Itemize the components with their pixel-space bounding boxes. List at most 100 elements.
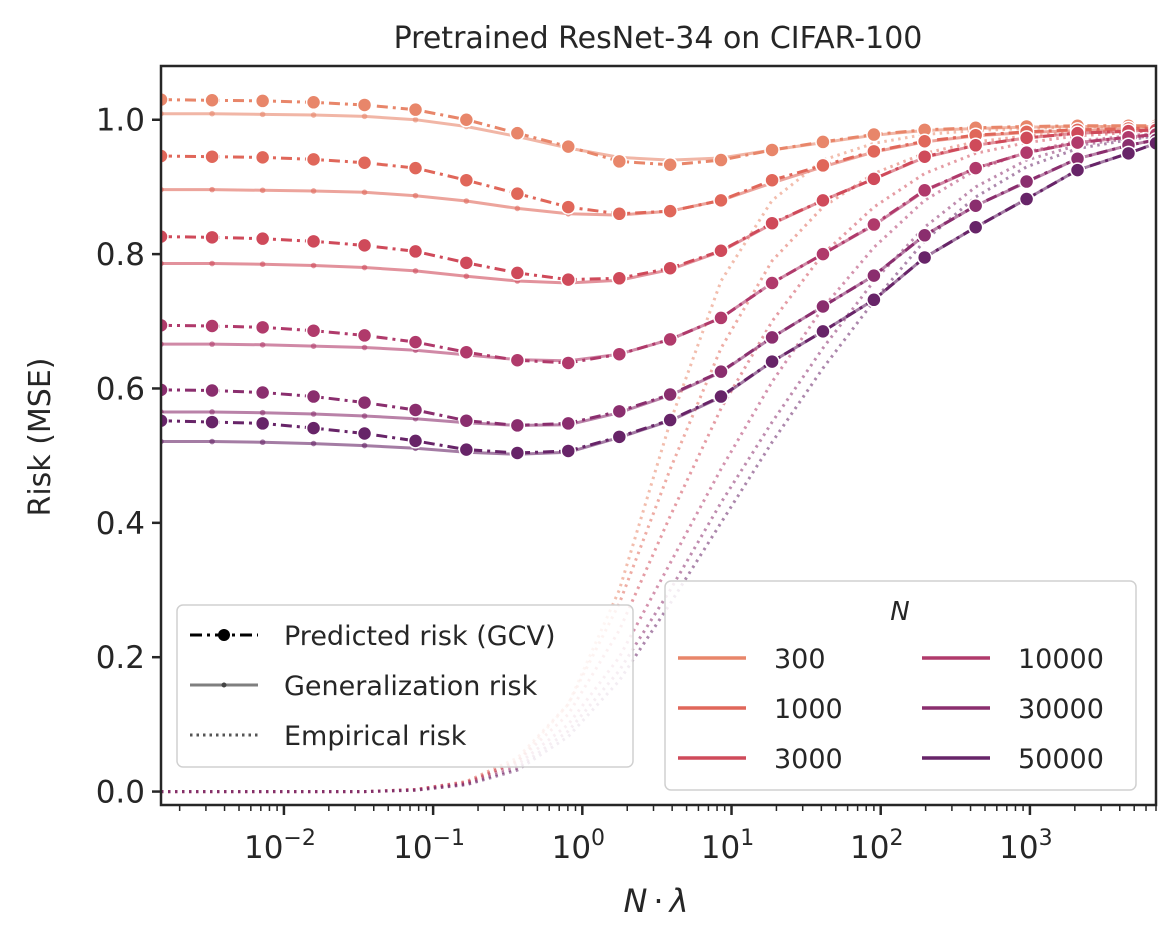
gcv-risk-point (916, 249, 933, 266)
gcv-risk-point (161, 91, 169, 108)
gcv-risk-point (611, 346, 628, 362)
gcv-risk-point (356, 97, 373, 113)
gcv-risk-point (662, 157, 678, 173)
x-axis-ticks: 10−2 10−1 100 101 102 103 (178, 805, 1157, 866)
legend-style-gcv: Predicted risk (GCV) (190, 621, 556, 652)
x-tick-label: 101 (701, 826, 754, 866)
gcv-risk-point (967, 137, 984, 154)
legend-n-label: 300 (774, 644, 826, 675)
gcv-risk-point (916, 227, 933, 244)
gcv-risk-point (305, 151, 322, 168)
gcv-risk-point (1148, 135, 1156, 152)
gcv-risk-point (356, 327, 373, 344)
gcv-risk-point (866, 171, 882, 187)
gcv-risk-point (713, 363, 729, 380)
gcv-risk-point (713, 243, 729, 259)
gcv-risk-point (1120, 145, 1137, 162)
gcv-risk-point (764, 275, 780, 291)
gcv-risk-point (356, 394, 373, 411)
y-axis-ticks: 0.0 0.2 0.4 0.6 0.8 1.0 (96, 103, 161, 811)
gcv-risk-point (611, 206, 628, 222)
gcv-risk-point (713, 152, 729, 168)
gcv-risk-point (815, 323, 831, 340)
generalization-risk-point (463, 198, 470, 204)
gcv-risk-point (161, 382, 169, 398)
gcv-risk-line-50000 (161, 141, 1156, 455)
gcv-risk-point (161, 317, 169, 334)
gcv-risk-point (407, 402, 424, 418)
generalization-risk-point (412, 192, 419, 199)
gcv-risk-point (161, 148, 169, 164)
gcv-risk-point (458, 441, 475, 458)
gcv-risk-point (662, 386, 678, 403)
gcv-risk-point (305, 233, 322, 250)
x-tick-label: 10−2 (244, 826, 316, 866)
gcv-risk-point (866, 216, 882, 233)
gcv-risk-point (611, 429, 628, 445)
gcv-risk-point (764, 142, 780, 158)
gcv-risk-point (1069, 162, 1086, 178)
generalization-risk-point (514, 205, 521, 212)
y-tick-label: 0.2 (96, 640, 145, 676)
generalization-risk-point (209, 186, 215, 193)
generalization-risk-point (361, 113, 368, 120)
gcv-risk-point (611, 153, 628, 170)
gcv-risk-point (458, 172, 475, 188)
gcv-risk-point (509, 125, 526, 141)
gcv-risk-point (305, 388, 322, 405)
gcv-risk-point (407, 433, 424, 449)
generalization-risk-point (361, 189, 368, 196)
generalization-risk-point (412, 116, 419, 123)
gcv-risk-point (560, 443, 577, 459)
generalization-risk-point (259, 187, 266, 194)
generalization-risk-point (310, 343, 317, 349)
legend-n: N 300 1000 3000 10000 30000 50000 (664, 580, 1137, 791)
gcv-risk-point (1018, 144, 1035, 161)
gcv-risk-point (458, 111, 475, 128)
gcv-risk-point (967, 197, 984, 214)
gcv-risk-point (560, 138, 577, 155)
gcv-risk-point (764, 215, 780, 231)
gcv-risk-point (458, 344, 475, 360)
x-tick-label: 100 (552, 826, 605, 866)
y-tick-label: 0.8 (96, 237, 145, 273)
gcv-risk-point (662, 203, 678, 219)
gcv-risk-point (204, 229, 220, 246)
legend-style-gcv-label: Predicted risk (GCV) (284, 621, 556, 652)
generalization-risk-point (310, 112, 317, 118)
gcv-risk-point (611, 270, 628, 287)
generalization-risk-point (259, 439, 266, 446)
gcv-risk-point (204, 92, 220, 109)
gcv-risk-point (967, 219, 984, 235)
legend-n-label: 50000 (1018, 744, 1104, 775)
legend-n-label: 3000 (774, 744, 843, 775)
gcv-risk-point (254, 415, 271, 432)
plot-frame (159, 64, 1158, 807)
generalization-risk-point (209, 409, 215, 415)
gcv-risk-point (866, 292, 882, 308)
gcv-risk-point (916, 148, 933, 165)
gcv-risk-point (866, 143, 882, 160)
gcv-risk-point (662, 412, 678, 428)
generalization-risk-point (209, 260, 215, 267)
gcv-risk-line-300 (161, 98, 1156, 167)
generalization-risk-point (209, 110, 215, 117)
gcv-risk-point (305, 322, 322, 339)
gcv-risk-point (713, 310, 729, 326)
gcv-risk-point (560, 199, 577, 215)
gcv-risk-point (254, 149, 271, 166)
legend-style-box (176, 604, 634, 768)
x-axis-label-dot: · (653, 882, 663, 920)
generalization-risk-point (259, 409, 266, 416)
generalization-risk-point (310, 411, 317, 417)
legend-style-gen: Generalization risk (190, 671, 538, 702)
gcv-risk-point (1018, 191, 1035, 207)
gcv-risk-point (161, 412, 169, 429)
gcv-risk-point (560, 415, 577, 432)
generalization-risk-point (310, 440, 317, 447)
generalization-risk-point (259, 342, 266, 348)
gcv-risk-point (254, 384, 271, 401)
generalization-risk-point (209, 438, 215, 445)
gcv-risk-point (662, 260, 678, 276)
gcv-risk-point (356, 154, 373, 171)
